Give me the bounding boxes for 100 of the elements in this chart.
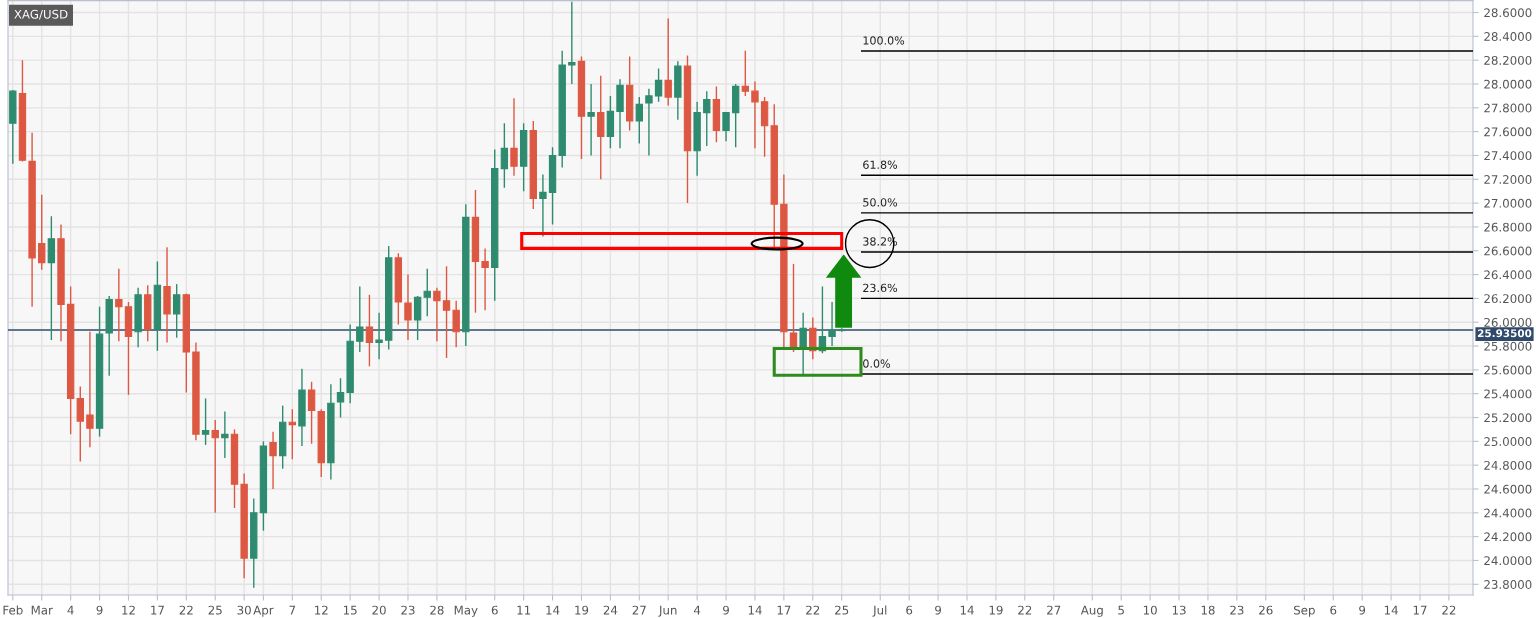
y-tick-label: 25.2000 [1484,413,1532,423]
x-tick-label: 19 [989,605,1003,615]
annotation: 23.6% [863,283,898,293]
x-tick-label: Feb [3,605,23,615]
candlestick [38,194,46,271]
x-tick-label: Aug [1080,605,1103,617]
x-tick-label: 14 [748,605,762,615]
candlestick [356,285,364,353]
x-tick-label: 25 [835,605,849,615]
y-tick-label: 26.6000 [1484,246,1532,256]
x-tick-label: 7 [289,605,296,615]
y-tick-label: 28.2000 [1484,55,1532,65]
candlestick [635,96,643,145]
candlestick [799,312,807,377]
y-tick-label: 25.0000 [1484,437,1532,446]
y-tick-label: 24.2000 [1484,532,1532,542]
x-tick-label: May [454,605,478,617]
x-tick-label: 23 [1230,605,1244,615]
candlestick [86,331,94,448]
x-tick-label: 27 [632,605,646,615]
candlestick [645,88,653,157]
x-tick-label: 18 [1201,605,1215,615]
y-tick-label: 24.0000 [1484,556,1532,566]
y-tick-label: 27.0000 [1484,198,1532,208]
x-tick-label: 6 [1330,605,1337,615]
candlestick [375,312,383,360]
candlestick [211,419,219,514]
x-tick-label: 11 [517,605,531,615]
x-tick-label: Apr [253,605,274,617]
x-tick-label: 9 [1359,605,1366,615]
x-tick-label: 14 [960,605,974,615]
x-tick-label: 22 [179,605,193,615]
x-tick-label: 14 [546,605,560,615]
x-tick-label: 10 [1143,605,1157,615]
x-tick-label: 23 [401,605,415,615]
y-tick-label: 25.6000 [1484,365,1532,375]
x-tick-label: Jul [872,605,887,617]
candlestick [221,410,229,459]
candlestick [172,283,181,339]
candlestick [433,286,441,342]
x-tick-label: 27 [1047,605,1061,615]
x-tick-label: 6 [491,605,498,615]
candlestick [481,247,489,312]
candlestick [500,122,509,189]
candlestick [452,300,460,348]
x-tick-label: 15 [343,605,357,615]
candlestick [722,111,730,142]
text: XAG/USD [14,9,68,20]
y-tick-label: 28.6000 [1484,8,1532,18]
y-tick-label: 27.8000 [1484,103,1532,113]
y-tick-label: 24.4000 [1484,508,1532,518]
candlestick [442,265,451,359]
x-tick-label: 28 [430,605,444,615]
y-tick-label: 26.8000 [1484,222,1532,232]
candlestick [568,1,576,85]
candlestick [664,17,672,107]
candlestick [115,267,123,342]
candlestick [539,173,547,238]
annotation: 50.0% [863,198,898,207]
annotation: 0.0% [863,359,890,368]
candlestick [336,377,345,419]
y-tick-label: 27.2000 [1484,175,1532,184]
candlestick [760,96,769,158]
candlestick [201,397,210,446]
annotation: 100.0% [863,36,905,45]
candlestick [47,215,56,341]
x-tick-label: 14 [1384,605,1398,615]
y-tick-label: 24.6000 [1484,484,1532,494]
x-tick-label: Jun [658,605,677,617]
x-tick-label: 6 [906,605,913,615]
y-tick-label: 23.8000 [1484,580,1532,589]
y-tick-label: 25.8000 [1484,341,1532,351]
x-tick-label: 12 [315,605,328,615]
y-tick-label: 27.6000 [1484,127,1532,137]
x-tick-label: 17 [151,605,164,615]
x-tick-label: 22 [1018,605,1032,615]
candlestick [510,97,518,177]
x-tick-label: 9 [96,605,103,615]
x-tick-label: 30 [237,605,251,615]
x-tick-label: 24 [603,605,618,615]
candlestick [789,263,798,353]
ref-line-label: 25.93500 [1477,329,1532,338]
x-tick-label: 26 [1259,605,1273,615]
x-tick-label: 9 [935,605,942,615]
candlestick [828,301,836,347]
x-tick-label: 22 [1442,605,1456,615]
annotation: 61.8% [863,160,898,169]
x-tick-label: 4 [693,605,701,615]
x-tick-label: 9 [723,605,729,615]
x-tick-label: 13 [1172,605,1186,615]
x-tick-label: 17 [777,605,791,615]
y-tick-label: 24.8000 [1484,460,1532,470]
y-tick-label: 26.4000 [1484,270,1532,280]
candlestick [703,90,711,147]
y-tick-label: 28.4000 [1484,32,1532,42]
y-tick-label: 28.0000 [1484,79,1532,89]
x-tick-label: 19 [575,605,589,615]
y-tick-label: 27.4000 [1484,151,1532,161]
candlestick [365,294,374,367]
x-tick-label: 12 [122,605,135,615]
